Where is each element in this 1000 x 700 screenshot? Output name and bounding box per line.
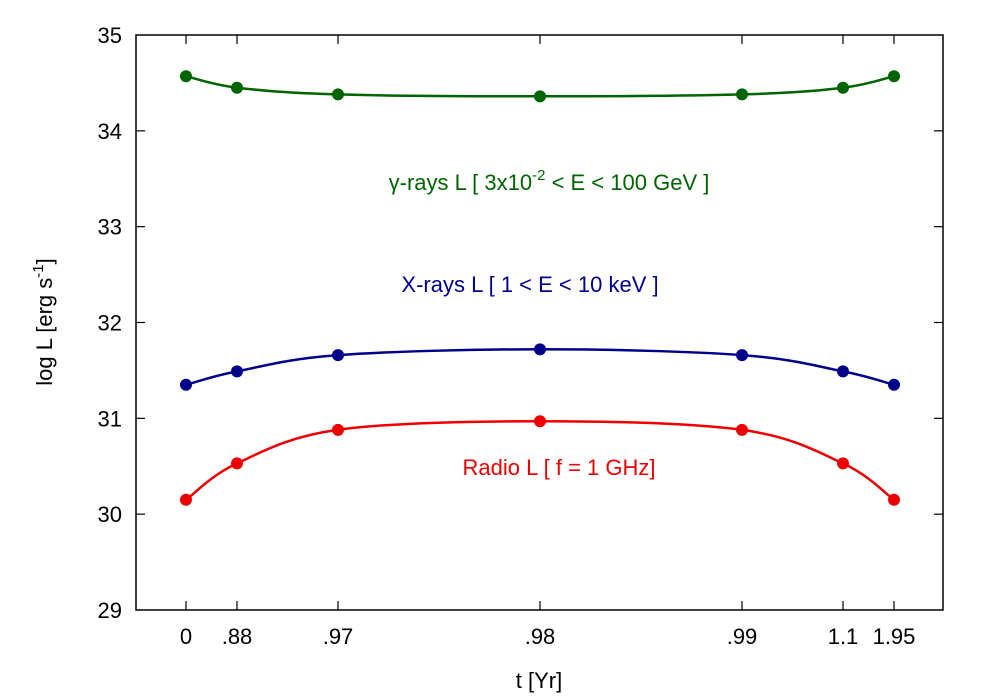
- y-tick-label: 34: [98, 119, 122, 144]
- gamma-data-point: [736, 88, 748, 101]
- y-axis-label-close: ]: [32, 258, 57, 264]
- x-axis-label: t [Yr]: [516, 668, 562, 693]
- y-tick-label: 30: [98, 502, 122, 527]
- xray-data-point: [534, 343, 546, 356]
- x-tick-label: .98: [525, 624, 556, 649]
- radio-series-label: Radio L [ f = 1 GHz]: [463, 455, 656, 480]
- x-tick-label: 1.95: [873, 624, 916, 649]
- y-axis-label-superscript: -1: [30, 264, 47, 277]
- x-axis-ticks: 0 .88 .97 .98 .99 1.1 1.95: [180, 35, 916, 649]
- radio-data-point: [837, 457, 849, 470]
- radio-data-point: [231, 457, 243, 470]
- y-tick-label: 32: [98, 311, 122, 336]
- y-tick-label: 35: [98, 23, 122, 48]
- y-axis-ticks: 29 30 31 32 33 34 35: [98, 23, 943, 623]
- radio-data-point: [534, 415, 546, 428]
- gamma-data-point: [888, 70, 900, 83]
- plot-frame: [135, 34, 944, 611]
- gamma-data-point: [180, 70, 192, 83]
- y-tick-label: 31: [98, 406, 122, 431]
- gamma-data-point: [534, 90, 546, 103]
- xray-data-point: [180, 378, 192, 391]
- x-tick-label: .97: [323, 624, 354, 649]
- xray-data-point: [231, 365, 243, 378]
- gamma-label-rest: < E < 100 GeV ]: [545, 170, 709, 195]
- gamma-label-text: γ-rays L [ 3x10: [389, 170, 532, 195]
- xray-series-label: X-rays L [ 1 < E < 10 keV ]: [401, 272, 658, 297]
- gamma-data-point: [837, 81, 849, 94]
- x-tick-label: 0: [180, 624, 192, 649]
- y-tick-label: 33: [98, 215, 122, 240]
- series-layer: [180, 70, 900, 506]
- gamma-series-label: γ-rays L [ 3x10-2 < E < 100 GeV ]: [389, 167, 710, 195]
- radio-data-point: [736, 423, 748, 436]
- x-tick-label: .88: [222, 624, 253, 649]
- x-tick-label: 1.1: [828, 624, 859, 649]
- gamma-data-point: [332, 88, 344, 101]
- gamma-label-exponent: -2: [532, 167, 545, 184]
- xray-data-point: [736, 349, 748, 362]
- radio-data-point: [332, 423, 344, 436]
- xray-data-point: [332, 349, 344, 362]
- radio-data-point: [180, 493, 192, 506]
- y-tick-label: 29: [98, 598, 122, 623]
- gamma-data-point: [231, 81, 243, 94]
- xray-data-point: [888, 378, 900, 391]
- y-axis-label-text: log L [erg s: [32, 278, 57, 386]
- radio-data-point: [888, 493, 900, 506]
- xray-data-point: [837, 365, 849, 378]
- x-tick-label: .99: [727, 624, 758, 649]
- y-axis-label: log L [erg s-1]: [30, 258, 57, 386]
